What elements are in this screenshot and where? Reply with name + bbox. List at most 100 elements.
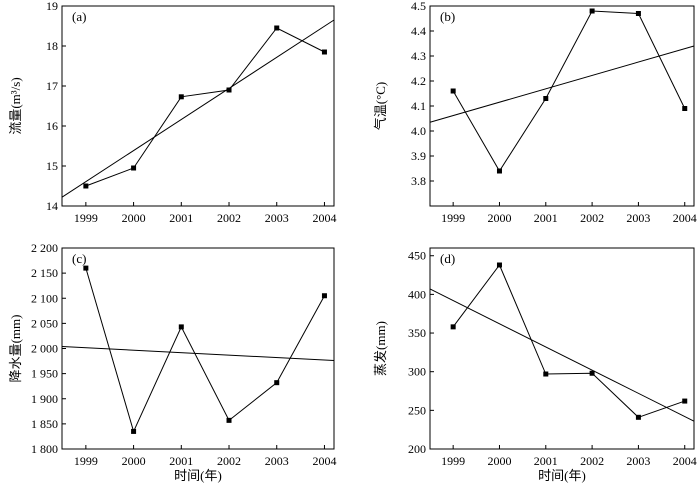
- y-tick-label: 2 150: [31, 266, 58, 280]
- y-tick-label: 1 850: [31, 417, 58, 431]
- x-tick-label: 2003: [265, 454, 289, 468]
- plot-frame: [61, 5, 335, 207]
- y-tick-label: 18: [46, 39, 58, 53]
- x-tick-label: 2001: [169, 454, 193, 468]
- y-tick-label: 250: [408, 403, 426, 417]
- y-tick-label: 4.2: [411, 74, 426, 88]
- y-tick-label: 350: [408, 326, 426, 340]
- data-point: [274, 380, 280, 386]
- x-tick-label: 2002: [217, 454, 241, 468]
- y-tick-label: 4.4: [411, 24, 426, 38]
- y-axis-label: 蒸发(mm): [373, 321, 388, 376]
- y-tick-label: 1 800: [31, 442, 58, 456]
- x-tick-label: 2004: [312, 211, 336, 225]
- panel-label: (a): [72, 9, 86, 24]
- y-tick-label: 2 050: [31, 316, 58, 330]
- y-tick-label: 2 000: [31, 342, 58, 356]
- y-tick-label: 17: [46, 79, 58, 93]
- x-axis-label: 时间(年): [174, 468, 222, 483]
- trend-line: [61, 345, 335, 362]
- x-tick-label: 2000: [487, 454, 511, 468]
- data-point: [450, 324, 456, 330]
- plot-frame: [429, 5, 695, 207]
- x-tick-label: 2003: [626, 211, 650, 225]
- data-point: [543, 96, 549, 101]
- data-point: [131, 428, 137, 434]
- y-tick-label: 4.3: [411, 49, 426, 63]
- y-tick-label: 2 200: [31, 241, 58, 255]
- x-tick-label: 2000: [487, 211, 511, 225]
- data-point: [321, 293, 327, 299]
- y-tick-label: 4.0: [411, 124, 426, 138]
- y-tick-label: 450: [408, 249, 426, 263]
- x-tick-label: 1999: [74, 211, 98, 225]
- x-tick-label: 1999: [74, 454, 98, 468]
- x-tick-label: 1999: [441, 211, 465, 225]
- x-axis-label: 时间(年): [538, 468, 586, 483]
- trend-line: [61, 19, 335, 198]
- series-line: [85, 267, 325, 433]
- data-point: [178, 324, 184, 330]
- series-line: [452, 10, 686, 172]
- x-tick-label: 1999: [441, 454, 465, 468]
- x-tick-label: 2000: [122, 454, 146, 468]
- data-point: [635, 11, 641, 16]
- chart-panel-4: 200 250 300 350 400 450 1999 2000 2001 2002 2003 20…: [373, 247, 697, 483]
- plot-frame: [429, 247, 695, 450]
- data-point: [496, 262, 502, 268]
- data-point: [83, 265, 89, 271]
- trend-line: [429, 288, 695, 422]
- data-point: [496, 168, 502, 174]
- panel-label: (b): [440, 9, 455, 24]
- x-tick-label: 2003: [265, 211, 289, 225]
- y-tick-label: 200: [408, 442, 426, 456]
- y-tick-label: 300: [408, 365, 426, 379]
- trend-line: [429, 45, 695, 123]
- data-point: [226, 417, 232, 423]
- series-line: [85, 27, 325, 187]
- y-tick-label: 4.1: [411, 99, 426, 113]
- data-point: [83, 183, 89, 189]
- data-point: [321, 49, 327, 55]
- x-tick-label: 2001: [534, 211, 558, 225]
- y-tick-label: 4.5: [411, 0, 426, 13]
- chart-panel-2: 3.8 3.9 4.0 4.1 4.2 4.3 4.4 4.5 1999 2000 2001 2002…: [373, 0, 697, 225]
- x-tick-label: 2000: [122, 211, 146, 225]
- panel-label: (c): [72, 251, 86, 266]
- data-point: [131, 165, 137, 171]
- y-tick-label: 400: [408, 287, 426, 301]
- x-tick-label: 2001: [169, 211, 193, 225]
- x-tick-label: 2003: [626, 454, 650, 468]
- chart-panel-3: 1 800 1 850 1 900 1 950 2 000 2 050 2 100 2 150…: [8, 241, 336, 483]
- data-point: [682, 106, 688, 111]
- y-tick-label: 16: [46, 119, 58, 133]
- y-tick-label: 15: [46, 159, 58, 173]
- data-point: [274, 25, 280, 31]
- x-tick-label: 2004: [312, 454, 336, 468]
- x-tick-label: 2002: [217, 211, 241, 225]
- y-tick-label: 14: [46, 199, 58, 213]
- y-tick-label: 3.9: [411, 149, 426, 163]
- data-point: [589, 370, 595, 376]
- y-tick-label: 2 100: [31, 291, 58, 305]
- data-point: [682, 398, 688, 404]
- x-tick-label: 2004: [673, 211, 697, 225]
- data-point: [450, 88, 456, 94]
- y-tick-label: 19: [46, 0, 58, 13]
- x-tick-label: 2001: [534, 454, 558, 468]
- x-tick-label: 2002: [580, 454, 604, 468]
- data-point: [589, 8, 595, 14]
- panel-label: (d): [440, 251, 455, 266]
- x-tick-label: 2002: [580, 211, 604, 225]
- y-axis-label: 降水量(mm): [8, 315, 23, 383]
- data-point: [543, 371, 549, 377]
- y-axis-label: 气温(°C): [373, 82, 388, 131]
- data-point: [226, 87, 232, 93]
- y-tick-label: 3.8: [411, 174, 426, 188]
- y-tick-label: 1 950: [31, 367, 58, 381]
- y-tick-label: 1 900: [31, 392, 58, 406]
- data-point: [635, 414, 641, 420]
- data-point: [178, 94, 184, 100]
